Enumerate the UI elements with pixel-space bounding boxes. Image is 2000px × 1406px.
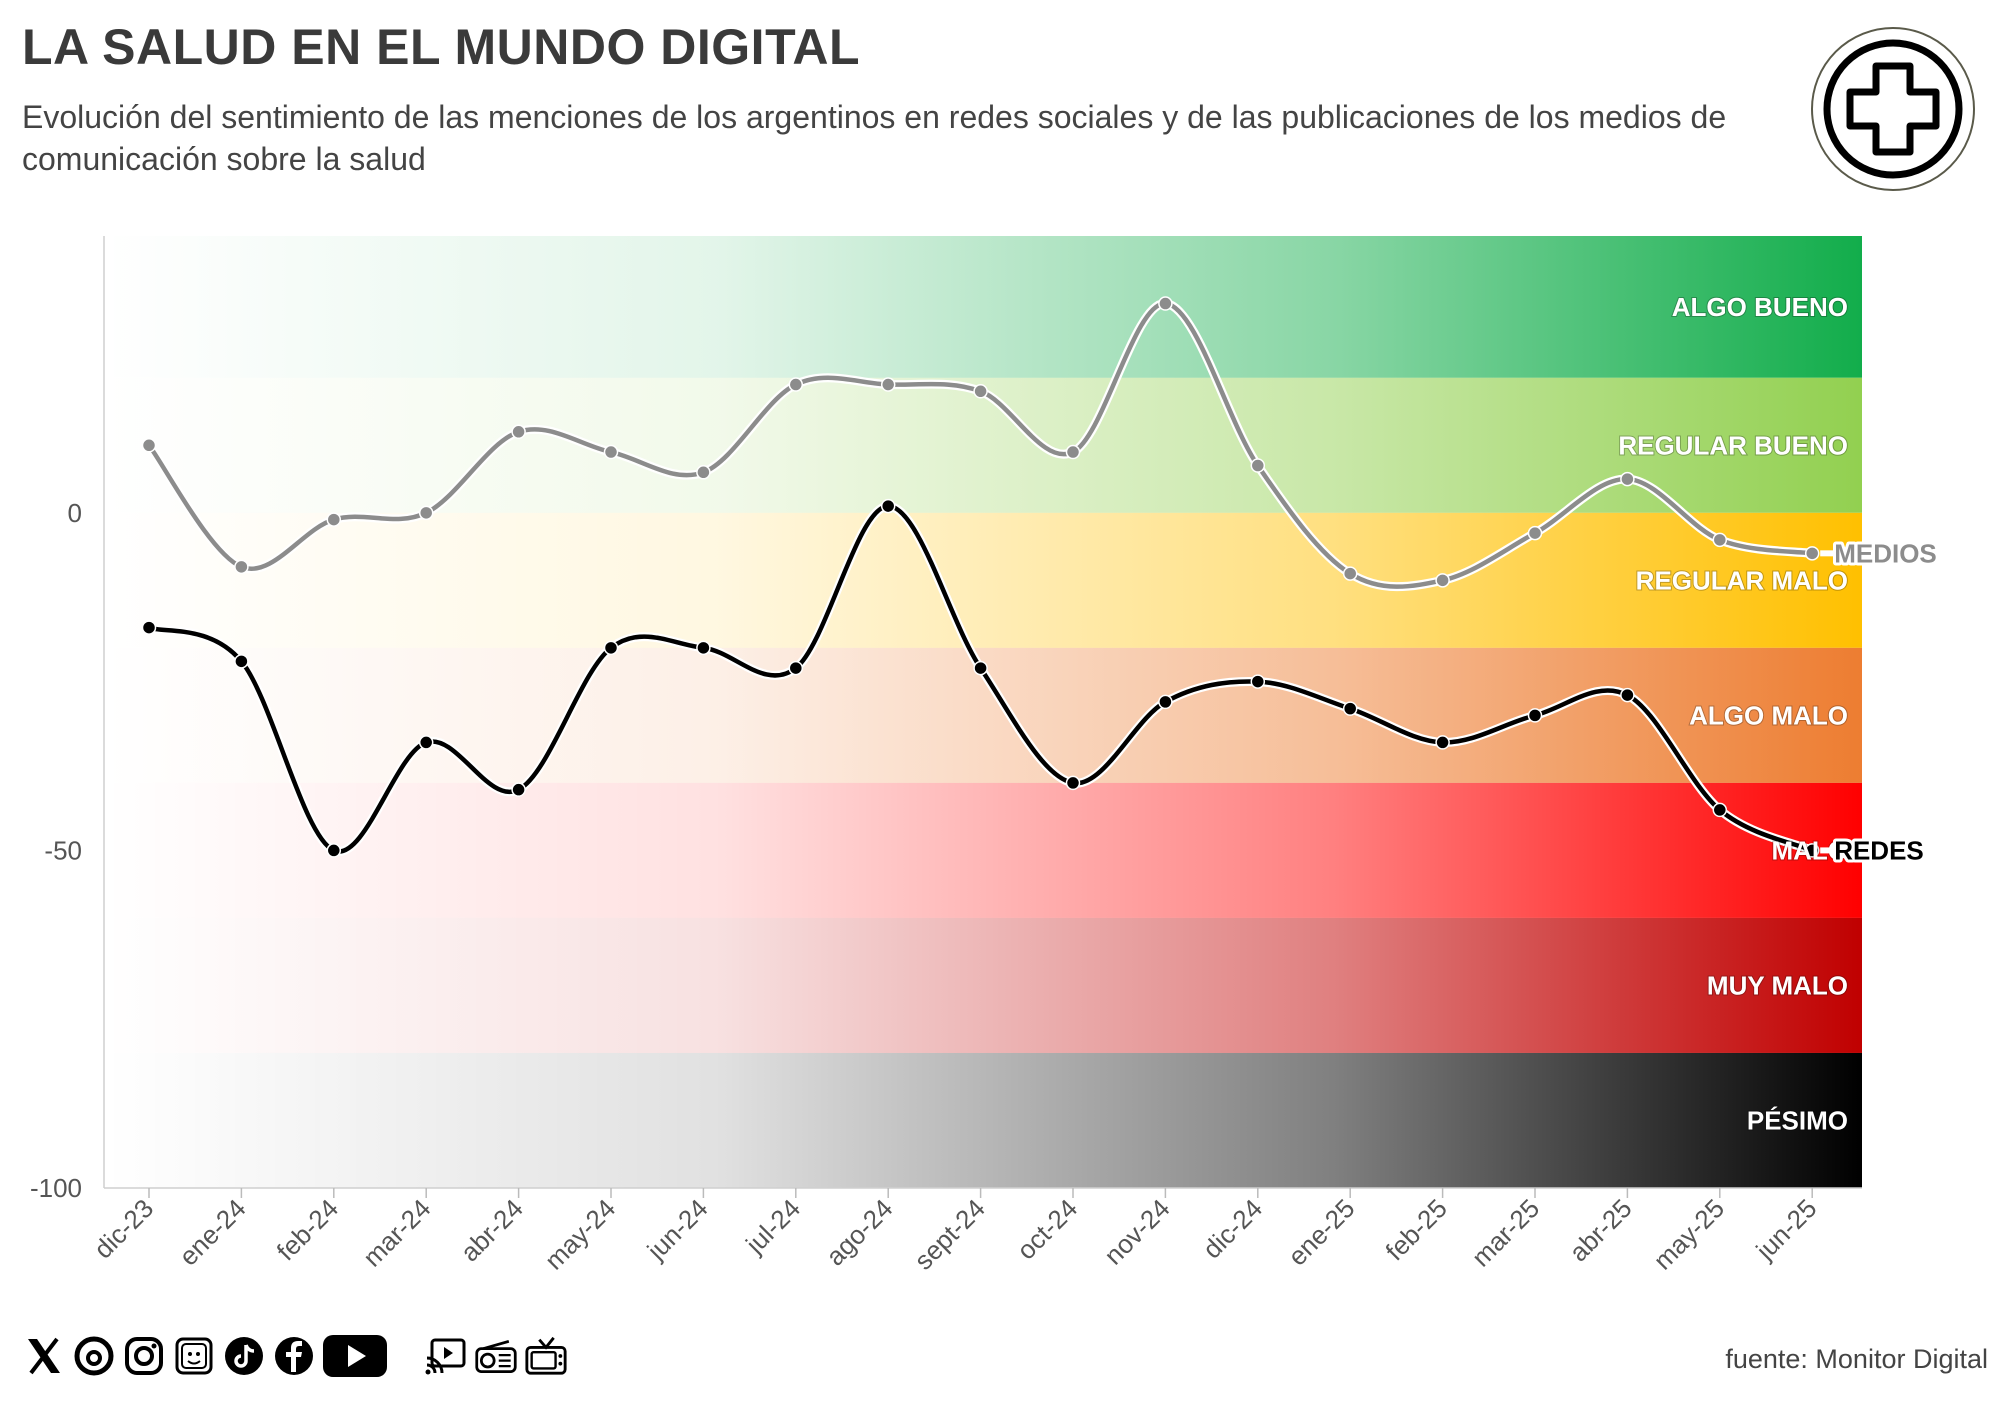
social-icons: [22, 1332, 388, 1380]
band-regular-bueno: [104, 377, 1862, 513]
data-point-medios: [1158, 296, 1173, 311]
data-point-redes: [511, 782, 526, 797]
data-point-redes: [1342, 701, 1358, 716]
y-tick-label: -50: [44, 835, 82, 865]
data-point-redes: [1158, 694, 1173, 710]
data-point-medios: [1342, 566, 1358, 581]
band-label: REGULAR BUENO: [1618, 430, 1848, 460]
data-point-medios: [880, 377, 896, 392]
data-point-redes: [788, 660, 804, 676]
tv-icon: [524, 1334, 568, 1378]
data-point-medios: [603, 444, 619, 460]
health-cross-logo-icon: [1811, 27, 1975, 191]
data-point-medios: [1435, 573, 1450, 588]
band-label: ALGO BUENO: [1672, 292, 1848, 322]
x-tick-label: may-24: [539, 1193, 622, 1276]
tiktok-icon: [222, 1334, 266, 1378]
data-point-redes: [696, 640, 711, 656]
x-tick-label: dic-24: [1197, 1193, 1268, 1264]
data-point-redes: [234, 654, 249, 669]
x-tick-label: may-25: [1648, 1193, 1731, 1276]
band-label: REGULAR MALO: [1636, 565, 1848, 595]
series-end-label-medios: MEDIOS: [1834, 538, 1937, 568]
band-algo-bueno: [104, 236, 1862, 378]
x-tick-label: ene-24: [173, 1193, 251, 1271]
x-icon: [22, 1334, 66, 1378]
source-note: fuente: Monitor Digital: [1725, 1344, 1988, 1374]
data-point-redes: [1527, 708, 1543, 723]
data-point-medios: [1712, 532, 1728, 548]
data-point-medios: [234, 559, 249, 575]
band-label: MALO: [1771, 835, 1848, 865]
x-tick-label: feb-25: [1379, 1193, 1452, 1266]
x-tick-label: mar-24: [357, 1193, 436, 1272]
data-point-redes: [1804, 843, 1820, 858]
instagram-icon: [122, 1334, 166, 1378]
x-tick-label: dic-23: [88, 1193, 159, 1264]
data-point-medios: [696, 465, 711, 480]
data-point-redes: [141, 620, 157, 635]
data-point-medios: [788, 377, 804, 392]
media-icons: [424, 1332, 568, 1380]
data-point-medios: [141, 438, 157, 453]
x-tick-label: nov-24: [1098, 1193, 1175, 1270]
data-point-redes: [1065, 775, 1081, 791]
data-point-redes: [880, 498, 896, 514]
data-point-redes: [1435, 735, 1450, 750]
data-point-redes: [603, 640, 619, 656]
data-point-medios: [1065, 444, 1081, 460]
digital-media-icon: [424, 1334, 468, 1378]
kick-icon: [172, 1334, 216, 1378]
band-malo: [104, 782, 1862, 918]
data-point-medios: [511, 424, 526, 440]
sentiment-bands: [104, 236, 1862, 1188]
data-point-medios: [1250, 458, 1266, 473]
data-point-redes: [418, 735, 434, 750]
x-tick-label: oct-24: [1011, 1193, 1083, 1265]
facebook-icon: [272, 1334, 316, 1378]
x-tick-label: mar-25: [1466, 1193, 1545, 1272]
data-point-medios: [973, 384, 988, 399]
y-tick-label: 0: [68, 498, 82, 528]
threads-icon: [72, 1334, 116, 1378]
x-tick-label: feb-24: [271, 1193, 344, 1266]
x-tick-label: abr-24: [454, 1193, 528, 1267]
series-end-label-redes: REDES: [1834, 835, 1924, 865]
x-tick-label: sept-24: [908, 1193, 991, 1276]
chart-title: LA SALUD EN EL MUNDO DIGITAL: [22, 19, 861, 75]
y-tick-label: -100: [30, 1173, 82, 1203]
band-label: MUY MALO: [1707, 970, 1848, 1000]
data-point-medios: [418, 505, 434, 521]
data-point-medios: [1620, 471, 1635, 487]
x-tick-label: ago-24: [820, 1193, 898, 1271]
series-lines: [141, 296, 1820, 858]
data-point-medios: [326, 512, 342, 527]
youtube-icon: [322, 1334, 388, 1378]
band-pésimo: [104, 1052, 1862, 1188]
data-point-redes: [1250, 674, 1266, 689]
data-point-medios: [1804, 546, 1820, 561]
band-regular-malo: [104, 512, 1862, 648]
radio-icon: [474, 1334, 518, 1378]
band-muy-malo: [104, 917, 1862, 1053]
x-tick-label: abr-25: [1563, 1193, 1637, 1267]
band-label: PÉSIMO: [1747, 1105, 1848, 1135]
series-end-labels: MEDIOS REDES: [1820, 535, 1940, 868]
x-tick-label: jun-25: [1749, 1193, 1822, 1266]
data-point-medios: [1527, 525, 1543, 541]
band-label: ALGO MALO: [1689, 700, 1848, 730]
data-point-redes: [1620, 687, 1635, 703]
x-tick-label: ene-25: [1282, 1193, 1360, 1271]
data-point-redes: [973, 660, 988, 676]
x-tick-label: jun-24: [641, 1193, 714, 1266]
band-labels: ALGO BUENO REGULAR BUENO REGULAR MALO ALGO …: [1617, 291, 1849, 1137]
x-tick-label: jul-24: [739, 1193, 806, 1260]
data-point-redes: [326, 843, 342, 858]
data-point-redes: [1712, 802, 1728, 818]
chart-subtitle: Evolución del sentimiento de las mencion…: [22, 99, 1727, 177]
